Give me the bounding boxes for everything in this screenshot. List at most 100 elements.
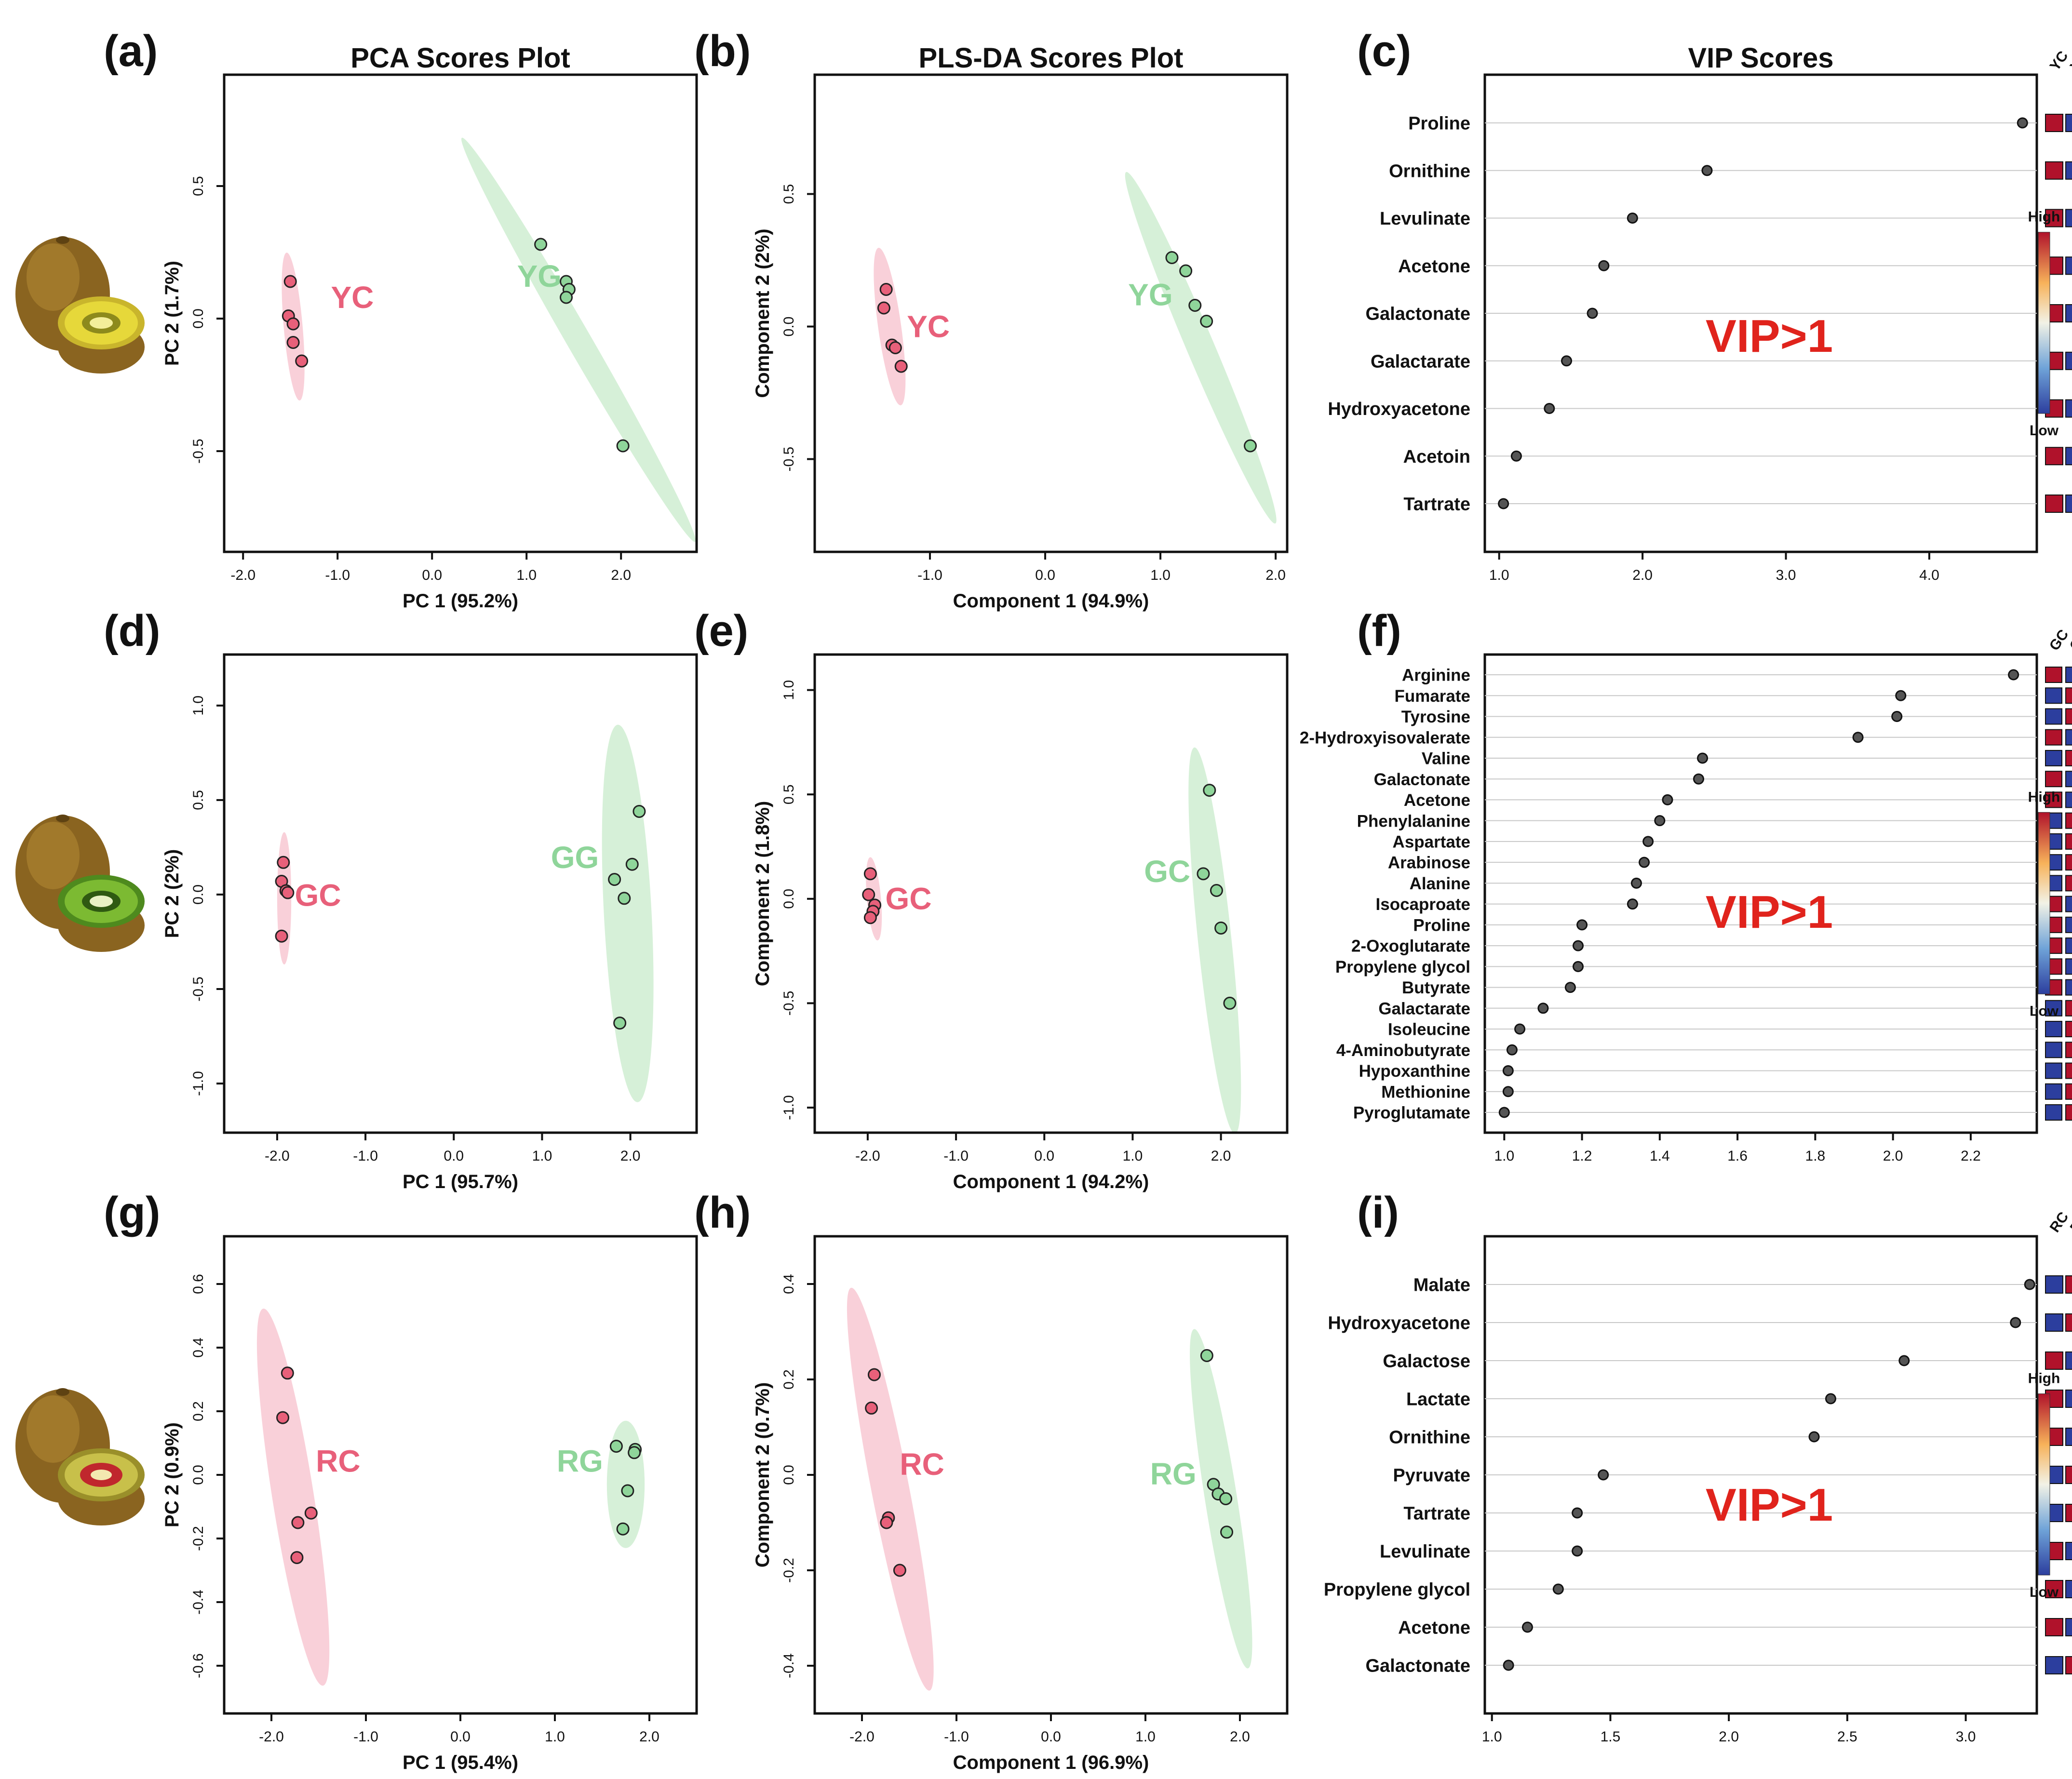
metabolite-label: Phenylalanine	[1357, 812, 1470, 830]
vip-point	[1537, 1003, 1549, 1014]
data-point	[877, 301, 890, 315]
data-point	[534, 238, 548, 251]
x-tick-label: 1.0	[516, 567, 537, 583]
scatter-plot-3: GC GG -2.0 -1.0 0.0 1.0 2.0 -1.0 -0.5 0.0 0.5 1.0 PC…	[104, 606, 698, 1192]
data-point	[275, 929, 288, 943]
y-tick-label: 1.0	[781, 680, 797, 700]
x-axis-label: Component 1 (96.9%)	[953, 1752, 1149, 1773]
vip-point	[1502, 1065, 1514, 1077]
data-point	[286, 336, 300, 349]
vip-point	[1544, 403, 1555, 414]
group-label: GC	[886, 881, 932, 916]
confidence-ellipse	[256, 1309, 330, 1686]
confidence-ellipse	[461, 137, 696, 542]
x-tick-label: 2.2	[1961, 1148, 1981, 1164]
data-point	[560, 291, 573, 304]
metabolite-label: Tartrate	[1403, 1504, 1470, 1524]
metabolite-label: Hydroxyacetone	[1328, 1313, 1470, 1334]
panel-label: (i)	[1357, 1188, 1399, 1237]
metabolite-label: Isoleucine	[1388, 1020, 1470, 1039]
heat-cell	[2065, 1275, 2072, 1294]
panel-label: (a)	[104, 27, 158, 76]
heat-cell	[2065, 1104, 2072, 1121]
y-tick-label: 0.0	[190, 308, 206, 329]
heat-cell	[2065, 256, 2072, 275]
y-tick-label: -0.2	[781, 1558, 797, 1583]
heat-cell	[2045, 1351, 2063, 1370]
data-point	[880, 1516, 893, 1529]
vip-point	[1662, 794, 1673, 805]
metabolite-label: Methionine	[1381, 1083, 1470, 1101]
vip-point	[2024, 1279, 2035, 1290]
x-tick-label: -2.0	[265, 1148, 290, 1164]
vip-point	[1510, 450, 1522, 462]
heat-cell	[2065, 958, 2072, 975]
data-point	[304, 1506, 318, 1520]
plot-frame	[1483, 653, 2038, 1134]
x-tick-label: 2.0	[639, 1729, 659, 1745]
panel-label: (g)	[104, 1188, 160, 1237]
vip-point	[1587, 308, 1598, 319]
vip-point	[1852, 732, 1864, 743]
y-axis-label: PC 2 (1.7%)	[161, 261, 183, 366]
heat-cell	[2065, 1000, 2072, 1017]
metabolite-label: Galactarate	[1378, 999, 1470, 1018]
metabolite-label: Fumarate	[1394, 687, 1470, 706]
color-key-low-label: Low	[2030, 1003, 2059, 1019]
metabolite-label: Arginine	[1402, 666, 1470, 685]
y-tick-label: 0.5	[190, 790, 206, 810]
y-tick-label: -0.5	[781, 991, 797, 1016]
data-point	[616, 439, 630, 453]
x-tick-label: 1.0	[1150, 567, 1171, 583]
x-tick-label: 1.6	[1727, 1148, 1748, 1164]
metabolite-label: Hydroxyacetone	[1328, 399, 1470, 419]
vip-plot-2: Proline Ornithine Levulinate Acetone Galacto…	[1328, 27, 2072, 583]
heat-cell	[2065, 1428, 2072, 1446]
panel-label: (d)	[104, 606, 160, 655]
x-axis-label: PC 1 (95.4%)	[403, 1752, 518, 1773]
y-tick-label: 1.0	[190, 696, 206, 716]
y-tick-label: -0.6	[190, 1653, 206, 1678]
data-point	[1200, 315, 1213, 328]
metabolite-label: Galactonate	[1365, 304, 1470, 324]
heat-cell	[2065, 771, 2072, 788]
heat-cell	[2065, 114, 2072, 132]
data-point	[290, 1551, 304, 1565]
data-point	[867, 1368, 881, 1381]
y-tick-label: 0.5	[190, 176, 206, 196]
x-tick-label: 1.0	[1489, 567, 1509, 583]
x-tick-label: -1.0	[353, 1148, 378, 1164]
metabolite-label: Alanine	[1410, 874, 1470, 893]
heat-cell	[2045, 1580, 2063, 1598]
plot-frame	[223, 73, 698, 553]
metabolite-label: Valine	[1422, 749, 1470, 768]
vip-point	[1552, 1583, 1564, 1595]
vip-point	[1598, 1469, 1609, 1481]
heat-cell	[2045, 161, 2063, 180]
x-axis-label: PC 1 (95.7%)	[403, 1171, 518, 1192]
x-tick-label: 0.0	[444, 1148, 464, 1164]
vip-point	[1627, 898, 1638, 910]
heat-cell	[2045, 495, 2063, 513]
confidence-ellipse	[1125, 172, 1277, 524]
heat-cell	[2065, 1618, 2072, 1636]
vip-point	[1898, 1355, 1910, 1366]
heat-cell	[2065, 896, 2072, 912]
x-tick-label: -1.0	[353, 1729, 378, 1745]
y-tick-label: 0.4	[781, 1274, 797, 1294]
color-key-high-label: High	[2028, 209, 2060, 225]
metabolite-label: Ornithine	[1389, 1428, 1470, 1448]
group-column-label: RC	[2047, 1209, 2072, 1235]
metabolite-label: Tartrate	[1403, 495, 1470, 515]
data-point	[618, 892, 631, 905]
vip-threshold-annotation: VIP>1	[1706, 1479, 1833, 1531]
heat-cell	[2045, 771, 2062, 788]
y-tick-label: -0.5	[190, 976, 206, 1002]
scatter-plot-7: RC RG -2.0 -1.0 0.0 1.0 2.0 -0.4 -0.2 0.0 0.2 0.4 Co…	[694, 1188, 1289, 1773]
y-tick-label: 0.0	[781, 1465, 797, 1485]
confidence-ellipse	[847, 1287, 934, 1691]
x-tick-label: -1.0	[325, 567, 350, 583]
data-point	[1223, 996, 1237, 1010]
heat-cell	[2045, 749, 2062, 766]
vip-point	[1701, 165, 1713, 176]
